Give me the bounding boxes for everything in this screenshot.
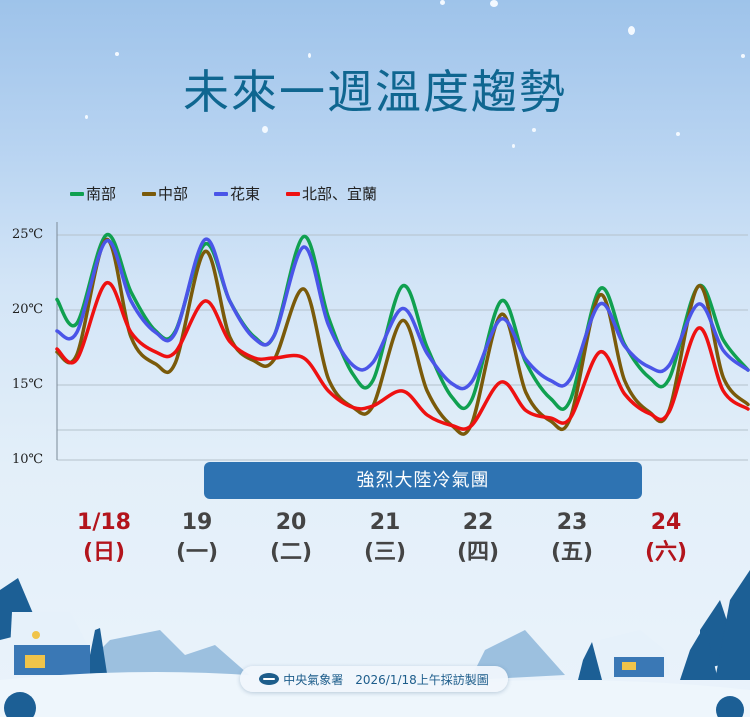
legend-label-south: 南部 xyxy=(86,185,117,203)
y-tick-15: 15℃ xyxy=(12,377,44,392)
chart-series xyxy=(55,233,750,436)
day-date: 19 xyxy=(181,510,213,535)
y-tick-20: 20℃ xyxy=(12,302,44,317)
footer-note: 2026/1/18上午採訪製圖 xyxy=(355,672,489,687)
snowflake xyxy=(741,54,745,58)
legend-item-central: 中部 xyxy=(142,183,188,204)
day-date: 1/18 xyxy=(77,510,131,535)
legend-swatch-east xyxy=(214,191,229,196)
y-tick-25: 25℃ xyxy=(12,227,44,242)
day-date: 23 xyxy=(556,510,588,535)
snowflake xyxy=(676,132,680,136)
day-date: 22 xyxy=(462,510,494,535)
day-label-1: 19 (一) xyxy=(152,508,242,568)
legend-label-east: 花東 xyxy=(230,185,261,203)
day-weekday: (三) xyxy=(363,540,407,565)
y-tick-10: 10℃ xyxy=(12,452,44,467)
legend-swatch-north xyxy=(286,191,301,196)
snowflake xyxy=(490,0,498,7)
day-label-4: 22 (四) xyxy=(433,508,523,568)
snowflake xyxy=(628,26,635,35)
day-label-6: 24 (六) xyxy=(621,508,711,568)
day-date: 24 xyxy=(650,510,682,535)
agency-name: 中央氣象署 xyxy=(283,672,344,687)
footer-credit: 中央氣象署 2026/1/18上午採訪製圖 xyxy=(240,666,508,692)
day-label-3: 21 (三) xyxy=(340,508,430,568)
snowflake xyxy=(85,115,88,119)
day-weekday: (日) xyxy=(82,540,126,565)
legend-item-south: 南部 xyxy=(70,183,116,204)
chart-legend: 南部 中部 花東 北部、宜蘭 xyxy=(70,183,377,204)
snowflake xyxy=(308,53,311,58)
day-weekday: (五) xyxy=(550,540,594,565)
day-weekday: (六) xyxy=(644,540,688,565)
day-weekday: (二) xyxy=(269,540,313,565)
legend-swatch-central xyxy=(142,191,157,196)
day-label-2: 20 (二) xyxy=(246,508,336,568)
series-line xyxy=(55,281,750,431)
snowflake xyxy=(262,126,268,133)
legend-swatch-south xyxy=(70,191,84,196)
snowflake xyxy=(440,0,445,5)
day-label-0: 1/18 (日) xyxy=(59,508,149,568)
snowflake xyxy=(532,128,536,132)
legend-item-north: 北部、宜蘭 xyxy=(286,183,377,204)
day-weekday: (四) xyxy=(456,540,500,565)
cwa-logo-icon xyxy=(259,673,280,685)
series-line xyxy=(55,237,750,391)
legend-item-east: 花東 xyxy=(214,183,260,204)
chart-gridlines xyxy=(57,234,748,461)
day-label-5: 23 (五) xyxy=(527,508,617,568)
day-weekday: (一) xyxy=(175,540,219,565)
day-date: 21 xyxy=(369,510,401,535)
page-title: 未來一週溫度趨勢 xyxy=(183,65,567,119)
day-date: 20 xyxy=(275,510,307,535)
series-line xyxy=(55,237,750,436)
cold-air-mass-banner: 強烈大陸冷氣團 xyxy=(204,462,642,499)
snowflake xyxy=(512,144,515,148)
legend-label-north: 北部、宜蘭 xyxy=(302,185,378,203)
legend-label-central: 中部 xyxy=(158,185,189,203)
snowflake xyxy=(115,52,119,56)
